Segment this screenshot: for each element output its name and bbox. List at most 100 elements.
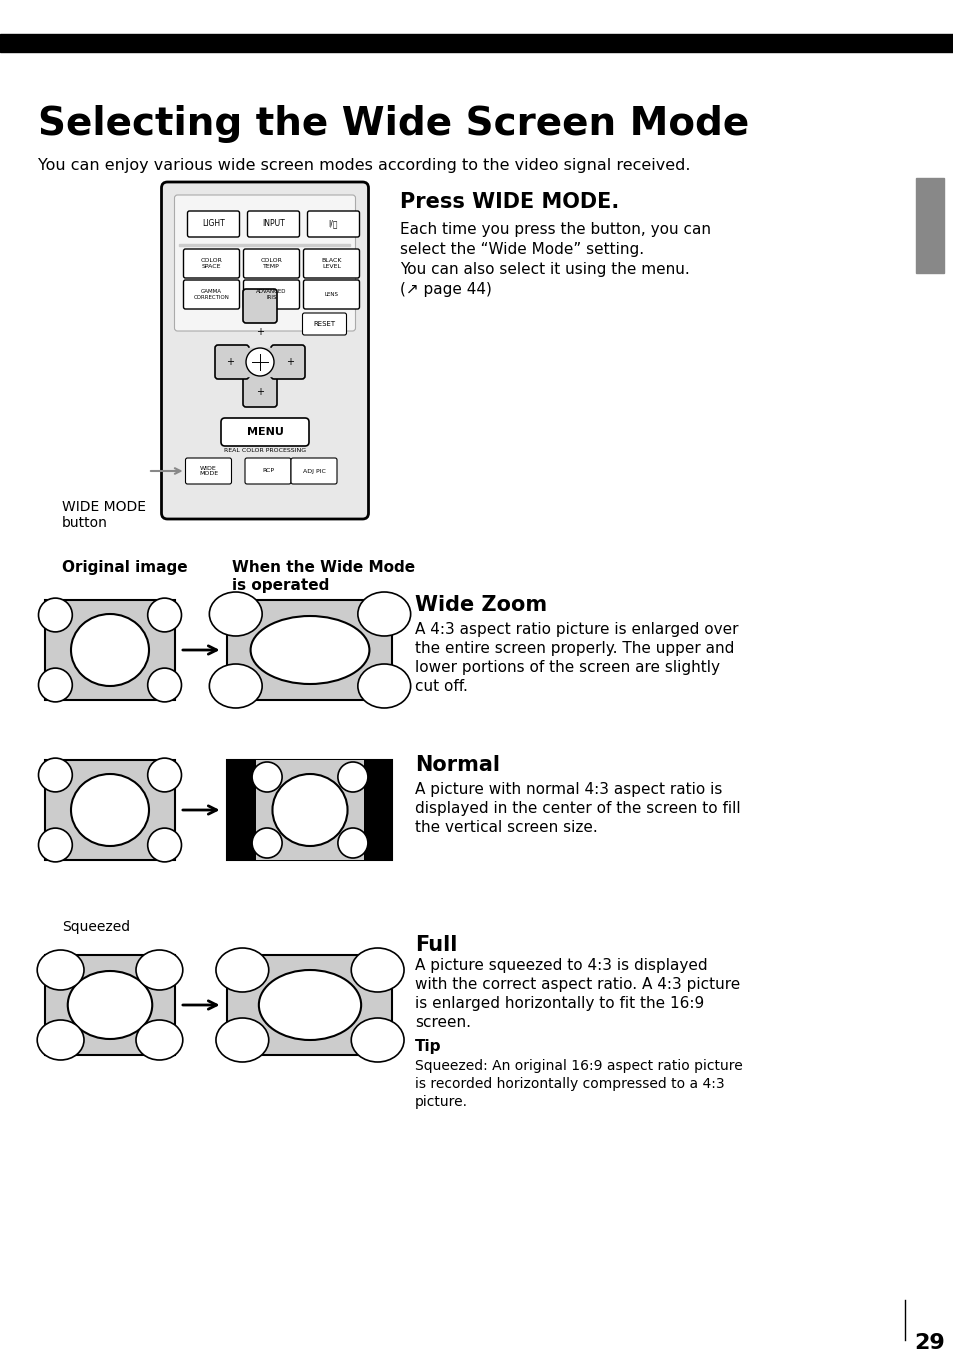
Text: WIDE
MODE: WIDE MODE (199, 465, 218, 476)
Bar (246, 347, 274, 376)
Text: COLOR
SPACE: COLOR SPACE (200, 258, 222, 269)
Text: the entire screen properly. The upper and: the entire screen properly. The upper an… (415, 641, 734, 656)
FancyBboxPatch shape (161, 183, 368, 519)
Text: screen.: screen. (415, 1015, 471, 1030)
Text: A 4:3 aspect ratio picture is enlarged over: A 4:3 aspect ratio picture is enlarged o… (415, 622, 738, 637)
Text: You can also select it using the menu.: You can also select it using the menu. (399, 262, 689, 277)
Ellipse shape (136, 1019, 183, 1060)
Text: RCP: RCP (262, 469, 274, 473)
FancyBboxPatch shape (303, 249, 359, 279)
Text: Selecting the Wide Screen Mode: Selecting the Wide Screen Mode (38, 105, 748, 143)
Text: +: + (226, 357, 233, 366)
Text: You can enjoy various wide screen modes according to the video signal received.: You can enjoy various wide screen modes … (38, 158, 690, 173)
FancyBboxPatch shape (291, 458, 336, 484)
Ellipse shape (351, 1018, 404, 1063)
Ellipse shape (251, 617, 369, 684)
Text: is recorded horizontally compressed to a 4:3: is recorded horizontally compressed to a… (415, 1078, 724, 1091)
Ellipse shape (337, 827, 368, 859)
Bar (179, 243, 350, 246)
Ellipse shape (215, 948, 269, 992)
Ellipse shape (357, 664, 410, 708)
Text: is operated: is operated (232, 579, 329, 594)
Text: BLACK
LEVEL: BLACK LEVEL (321, 258, 341, 269)
Ellipse shape (209, 664, 262, 708)
Ellipse shape (38, 668, 72, 702)
Bar (45, 955, 174, 1055)
Text: WIDE MODE: WIDE MODE (62, 500, 146, 514)
Text: RESET: RESET (314, 320, 335, 327)
Text: +: + (255, 327, 264, 337)
Bar (0, 34, 953, 51)
FancyBboxPatch shape (243, 280, 299, 310)
Text: Each time you press the button, you can: Each time you press the button, you can (399, 222, 710, 237)
FancyBboxPatch shape (185, 458, 232, 484)
Ellipse shape (38, 758, 72, 792)
Text: INPUT: INPUT (262, 219, 285, 228)
FancyBboxPatch shape (243, 373, 276, 407)
Bar (915, 178, 943, 273)
Ellipse shape (351, 948, 404, 992)
Bar (227, 600, 392, 700)
FancyBboxPatch shape (307, 211, 359, 237)
Text: 29: 29 (914, 1333, 944, 1352)
Ellipse shape (37, 1019, 84, 1060)
Ellipse shape (258, 969, 361, 1040)
Bar (45, 760, 174, 860)
FancyBboxPatch shape (243, 249, 299, 279)
Text: COLOR
TEMP: COLOR TEMP (260, 258, 282, 269)
Text: Wide Zoom: Wide Zoom (415, 595, 547, 615)
Text: Press WIDE MODE.: Press WIDE MODE. (399, 192, 618, 212)
Ellipse shape (252, 763, 282, 792)
Ellipse shape (148, 598, 181, 631)
FancyBboxPatch shape (245, 458, 291, 484)
FancyBboxPatch shape (243, 289, 276, 323)
Ellipse shape (148, 668, 181, 702)
Text: REAL COLOR PROCESSING: REAL COLOR PROCESSING (224, 448, 306, 453)
Ellipse shape (38, 598, 72, 631)
Text: Original image: Original image (62, 560, 188, 575)
Text: +: + (286, 357, 294, 366)
Bar (227, 760, 392, 860)
Text: When the Wide Mode: When the Wide Mode (232, 560, 415, 575)
Text: Tip: Tip (415, 1038, 441, 1055)
Ellipse shape (148, 827, 181, 863)
Ellipse shape (337, 763, 368, 792)
FancyBboxPatch shape (183, 280, 239, 310)
Text: cut off.: cut off. (415, 679, 467, 694)
Ellipse shape (38, 827, 72, 863)
Text: A picture with normal 4:3 aspect ratio is: A picture with normal 4:3 aspect ratio i… (415, 781, 721, 796)
Ellipse shape (37, 950, 84, 990)
Text: ADVANCED
IRIS: ADVANCED IRIS (256, 289, 287, 300)
FancyBboxPatch shape (174, 195, 355, 331)
Text: I/Ⓧ: I/Ⓧ (329, 219, 338, 228)
Text: A picture squeezed to 4:3 is displayed: A picture squeezed to 4:3 is displayed (415, 959, 707, 973)
Text: Projecting: Projecting (924, 193, 934, 257)
FancyBboxPatch shape (302, 314, 346, 335)
Text: GAMMA
CORRECTION: GAMMA CORRECTION (193, 289, 230, 300)
Text: picture.: picture. (415, 1095, 468, 1109)
Text: ADJ PIC: ADJ PIC (302, 469, 325, 473)
FancyBboxPatch shape (247, 211, 299, 237)
Text: lower portions of the screen are slightly: lower portions of the screen are slightl… (415, 660, 720, 675)
Text: MENU: MENU (246, 427, 283, 437)
FancyBboxPatch shape (188, 211, 239, 237)
Text: is enlarged horizontally to fit the 16:9: is enlarged horizontally to fit the 16:9 (415, 996, 703, 1011)
Text: Full: Full (415, 936, 456, 955)
Text: Squeezed: Squeezed (62, 919, 130, 934)
Text: Squeezed: An original 16:9 aspect ratio picture: Squeezed: An original 16:9 aspect ratio … (415, 1059, 742, 1073)
Ellipse shape (68, 971, 152, 1038)
Text: LENS: LENS (324, 292, 338, 297)
Text: LIGHT: LIGHT (202, 219, 225, 228)
Bar (256, 760, 363, 860)
Text: with the correct aspect ratio. A 4:3 picture: with the correct aspect ratio. A 4:3 pic… (415, 977, 740, 992)
Circle shape (246, 347, 274, 376)
Ellipse shape (252, 827, 282, 859)
FancyBboxPatch shape (221, 418, 309, 446)
FancyBboxPatch shape (303, 280, 359, 310)
Text: button: button (62, 516, 108, 530)
Ellipse shape (209, 592, 262, 635)
Text: +: + (255, 387, 264, 397)
FancyBboxPatch shape (271, 345, 305, 379)
Text: displayed in the center of the screen to fill: displayed in the center of the screen to… (415, 800, 740, 817)
Text: (↗ page 44): (↗ page 44) (399, 283, 492, 297)
